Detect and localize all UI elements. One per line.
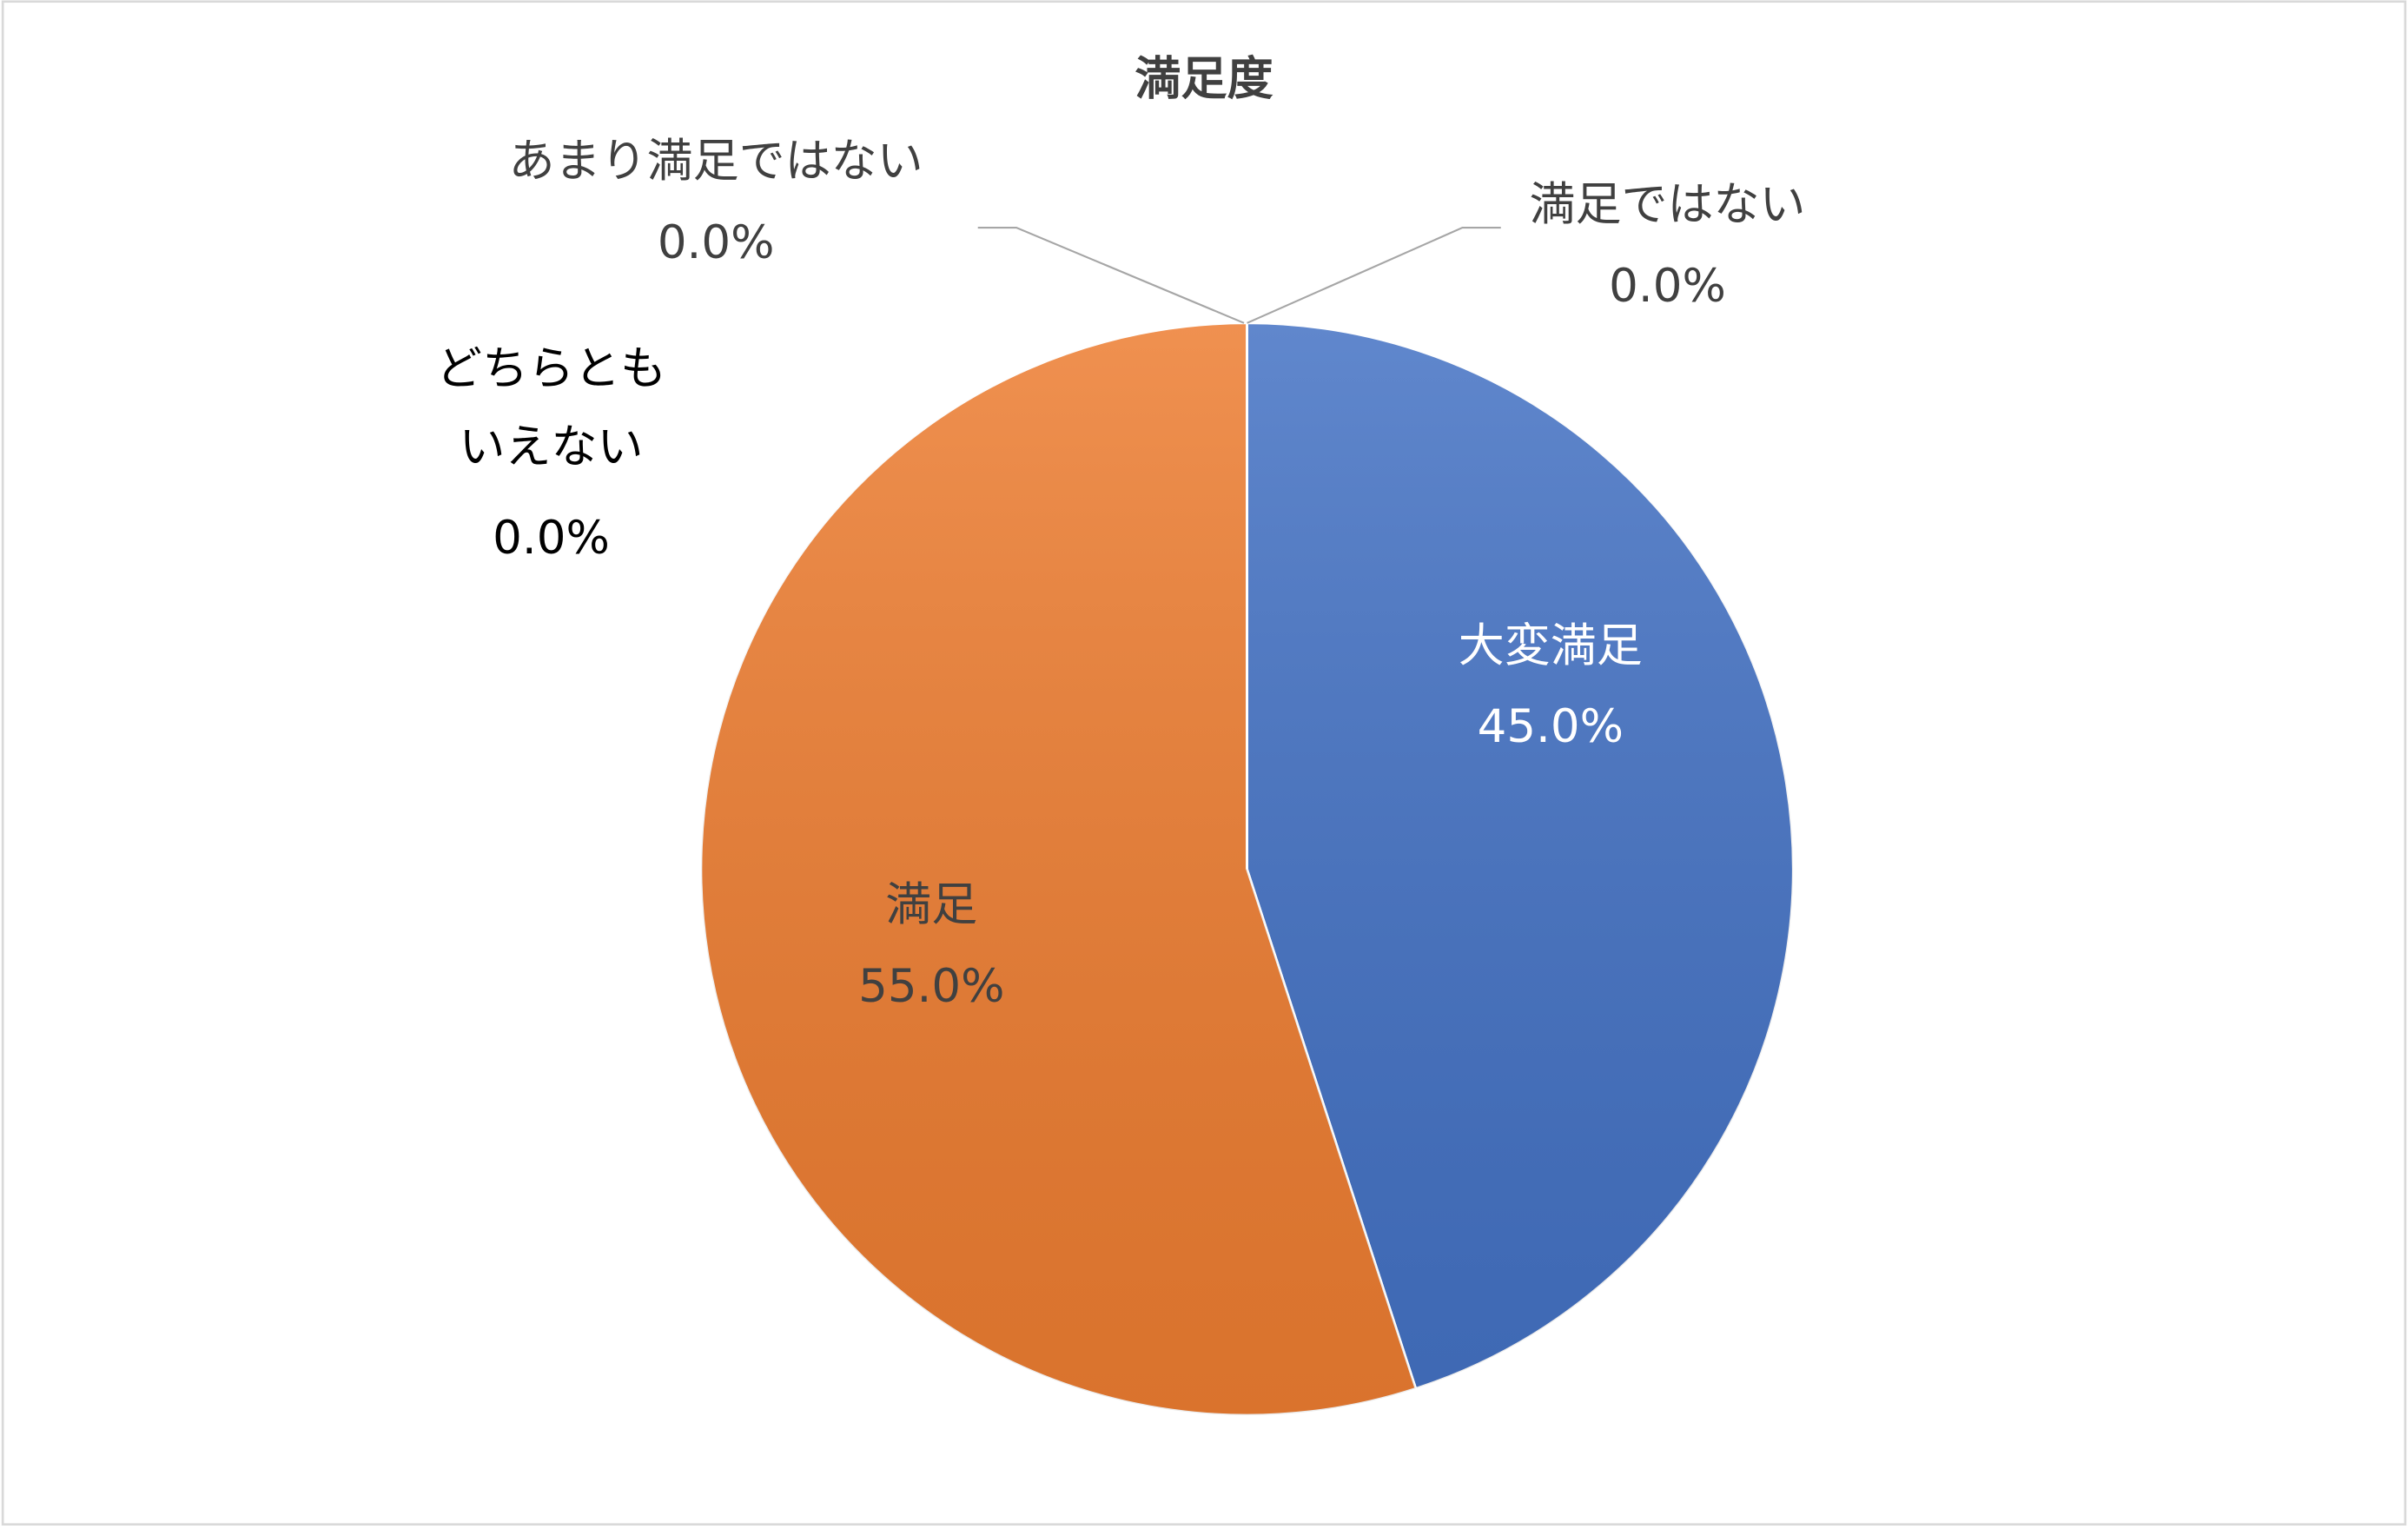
category-label: あまり満足ではない <box>508 135 923 189</box>
value-label: 55.0% <box>858 960 1005 1014</box>
category-label: 大変満足 <box>1458 619 1643 673</box>
category-label: 満足 <box>885 878 978 932</box>
chart-title: 満足度 <box>1135 51 1273 105</box>
value-label: 0.0% <box>1609 259 1726 313</box>
leader-line <box>1247 226 1501 324</box>
value-label: 0.0% <box>657 215 775 269</box>
value-label: 45.0% <box>1477 699 1624 753</box>
leader-line <box>977 226 1245 324</box>
category-label: 満足ではない <box>1529 177 1806 231</box>
category-label: どちらともいえない <box>436 341 666 473</box>
value-label: 0.0% <box>493 512 610 566</box>
